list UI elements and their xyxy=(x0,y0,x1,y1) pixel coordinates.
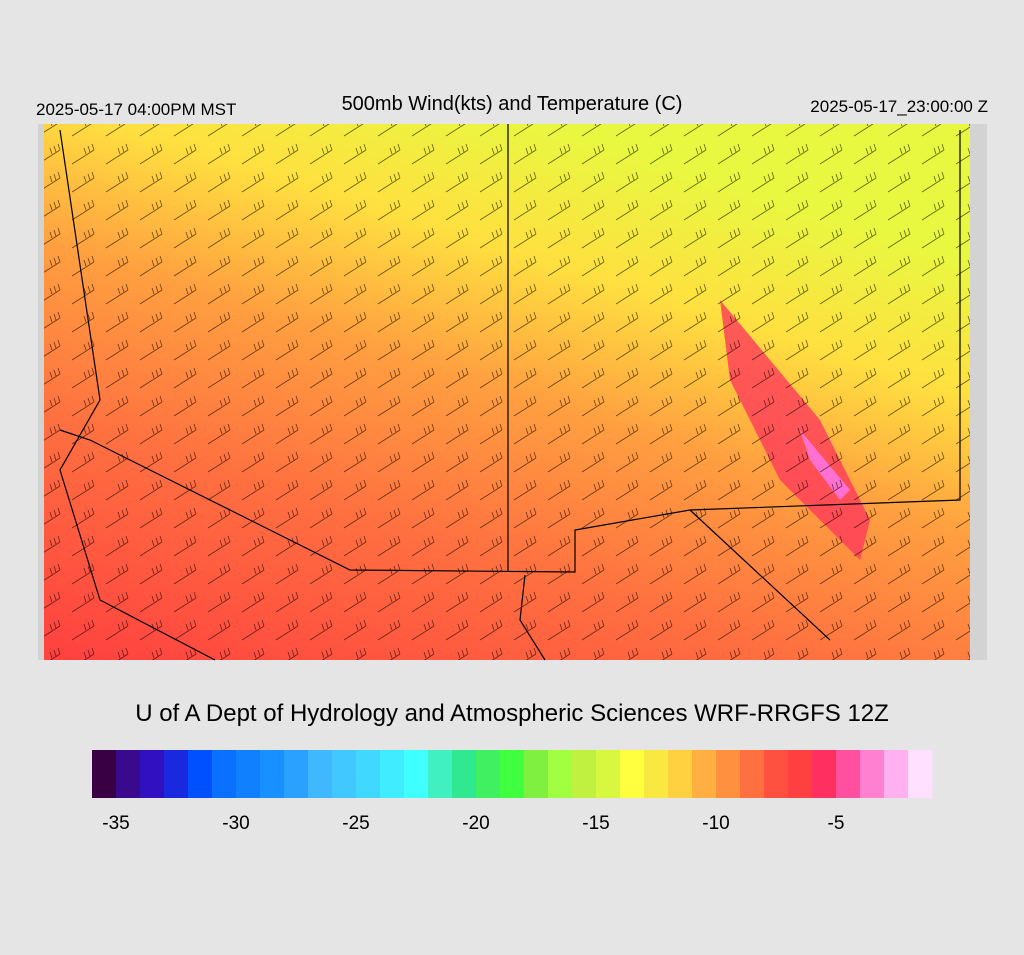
colorbar-swatch xyxy=(716,750,741,798)
colorbar-swatch xyxy=(476,750,501,798)
colorbar-swatch xyxy=(452,750,477,798)
colorbar-swatch xyxy=(908,750,933,798)
colorbar-swatch xyxy=(788,750,813,798)
colorbar-swatch xyxy=(92,750,117,798)
colorbar-swatch xyxy=(212,750,237,798)
colorbar-tick-label: -10 xyxy=(702,813,729,834)
colorbar-swatch xyxy=(236,750,261,798)
colorbar-swatch xyxy=(404,750,429,798)
colorbar-tick-label: -5 xyxy=(828,813,845,834)
colorbar-tick-label: -35 xyxy=(102,813,129,834)
colorbar-swatch xyxy=(860,750,885,798)
colorbar-swatch xyxy=(572,750,597,798)
colorbar-tick-label: -30 xyxy=(222,813,249,834)
colorbar-swatch xyxy=(644,750,669,798)
colorbar-swatch xyxy=(548,750,573,798)
colorbar-tick-label: -25 xyxy=(342,813,369,834)
colorbar-swatch xyxy=(596,750,621,798)
header-right: 2025-05-17_23:00:00 Z xyxy=(810,97,988,116)
colorbar-swatch xyxy=(524,750,549,798)
colorbar-swatch xyxy=(380,750,405,798)
colorbar-swatch xyxy=(500,750,525,798)
colorbar-swatch xyxy=(620,750,645,798)
colorbar-swatch xyxy=(116,750,141,798)
colorbar-swatch xyxy=(164,750,189,798)
colorbar-tick-label: -15 xyxy=(582,813,609,834)
colorbar-swatch xyxy=(836,750,861,798)
map-title: 500mb Wind(kts) and Temperature (C) xyxy=(342,93,683,115)
colorbar-swatch xyxy=(188,750,213,798)
colorbar-swatch xyxy=(356,750,381,798)
colorbar: -35 -30 -25 -20 -15 -10 -5 xyxy=(92,750,933,834)
colorbar-swatch xyxy=(884,750,909,798)
colorbar-swatch xyxy=(260,750,285,798)
colorbar-swatch xyxy=(668,750,693,798)
colorbar-swatch xyxy=(284,750,309,798)
colorbar-swatch xyxy=(428,750,453,798)
colorbar-swatch xyxy=(308,750,333,798)
colorbar-tick-label: -20 xyxy=(462,813,489,834)
colorbar-swatch xyxy=(812,750,837,798)
colorbar-swatch xyxy=(740,750,765,798)
map xyxy=(38,124,987,661)
colorbar-swatch xyxy=(332,750,357,798)
header-left: 2025-05-17 04:00PM MST xyxy=(36,100,236,119)
credit: U of A Dept of Hydrology and Atmospheric… xyxy=(135,700,889,727)
colorbar-swatch xyxy=(140,750,165,798)
colorbar-swatch xyxy=(764,750,789,798)
colorbar-swatch xyxy=(692,750,717,798)
